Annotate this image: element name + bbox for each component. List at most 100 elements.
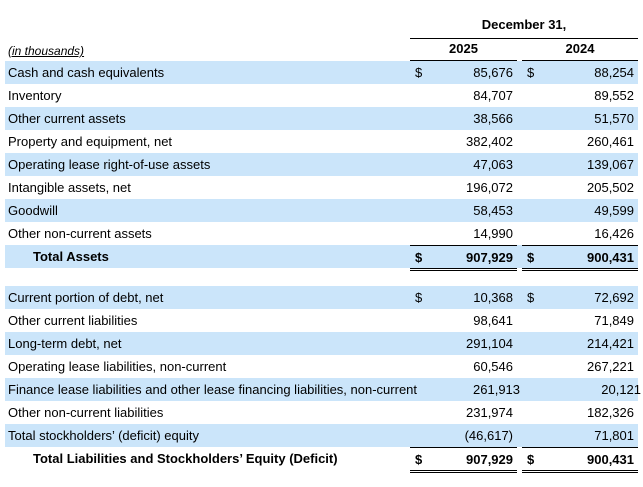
row-value-2024: 49,599: [522, 199, 638, 222]
table-row: Intangible assets, net 196,072 205,502: [5, 176, 638, 199]
row-label: Other non-current assets: [8, 226, 152, 241]
rule-gap: [5, 268, 410, 272]
dollar-sign: $: [415, 451, 423, 467]
value-text: 261,913: [473, 382, 521, 397]
value-text: 89,552: [594, 88, 634, 103]
row-value-2025: (46,617): [410, 424, 517, 447]
value-text: 231,974: [466, 405, 513, 420]
row-value-2025: $907,929: [410, 447, 517, 470]
double-rule-row: [5, 470, 638, 474]
dollar-sign: $: [415, 290, 423, 305]
value-text: 84,707: [473, 88, 513, 103]
value-text: 51,570: [594, 111, 634, 126]
value-text: 907,929: [466, 249, 513, 265]
value-text: 47,063: [473, 157, 513, 172]
row-value-2024: $72,692: [522, 286, 638, 309]
row-value-2025: $85,676: [410, 61, 517, 84]
row-label: Total Liabilities and Stockholders’ Equi…: [33, 451, 338, 466]
table-row: Goodwill 58,453 49,599: [5, 199, 638, 222]
row-label: Goodwill: [8, 203, 58, 218]
row-value-2025: 58,453: [410, 199, 517, 222]
value-text: 267,221: [587, 359, 634, 374]
rule-gap: [5, 470, 410, 474]
dollar-sign: $: [527, 249, 535, 265]
row-label: Finance lease liabilities and other leas…: [8, 382, 418, 397]
table-row: Other non-current liabilities 231,974 182,…: [5, 401, 638, 424]
row-label: Total Assets: [33, 249, 109, 264]
value-text: 10,368: [473, 290, 513, 305]
double-rule: [410, 268, 517, 271]
value-text: 98,641: [473, 313, 513, 328]
row-value-2025: $10,368: [410, 286, 517, 309]
row-value-2025: 38,566: [410, 107, 517, 130]
year-column-2024: 2024: [522, 39, 638, 61]
table-row: Cash and cash equivalents $85,676 $88,254: [5, 61, 638, 84]
table-row: Long-term debt, net 291,104 214,421: [5, 332, 638, 355]
row-value-2024: 51,570: [522, 107, 638, 130]
row-value-2025: 196,072: [410, 176, 517, 199]
value-text: 900,431: [587, 249, 634, 265]
year-column-2025: 2025: [410, 39, 517, 61]
row-value-2025: 14,990: [410, 222, 517, 245]
value-text: 900,431: [587, 451, 634, 467]
value-text: 907,929: [466, 451, 513, 467]
value-text: 291,104: [466, 336, 513, 351]
table-row: Finance lease liabilities and other leas…: [5, 378, 641, 401]
row-label: Current portion of debt, net: [8, 290, 164, 305]
row-label: Cash and cash equivalents: [8, 65, 165, 80]
row-value-2025: 231,974: [410, 401, 517, 424]
row-value-2025: 84,707: [410, 84, 517, 107]
table-header-years-row: (in thousands) 2025 2024: [5, 39, 638, 61]
table-header-date-row: December 31,: [5, 14, 638, 39]
value-text: 60,546: [473, 359, 513, 374]
row-value-2025: 60,546: [410, 355, 517, 378]
value-text: 71,801: [594, 428, 634, 443]
row-value-2025: 47,063: [410, 153, 517, 176]
double-rule-row: [5, 268, 638, 272]
value-text: 196,072: [466, 180, 513, 195]
double-rule: [522, 268, 638, 271]
dollar-sign: $: [527, 65, 535, 80]
row-value-2025: 382,402: [410, 130, 517, 153]
value-text: 205,502: [587, 180, 634, 195]
row-value-2024: 139,067: [522, 153, 638, 176]
date-header: December 31,: [410, 14, 638, 39]
row-label: Other non-current liabilities: [8, 405, 164, 420]
row-value-2024: $900,431: [522, 447, 638, 470]
value-text: 72,692: [594, 290, 634, 305]
spacer-row: [5, 272, 638, 286]
units-label: (in thousands): [8, 44, 85, 58]
dollar-sign: $: [527, 290, 535, 305]
value-text: 260,461: [587, 134, 634, 149]
value-text: 14,990: [473, 226, 513, 241]
dollar-sign: $: [527, 451, 535, 467]
row-label: Operating lease right-of-use assets: [8, 157, 211, 172]
dollar-sign: $: [415, 65, 423, 80]
row-value-2025: 261,913: [417, 378, 524, 401]
row-value-2025: 98,641: [410, 309, 517, 332]
value-text: 16,426: [594, 226, 634, 241]
value-text: 139,067: [587, 157, 634, 172]
row-label: Other current assets: [8, 111, 126, 126]
row-value-2024: 16,426: [522, 222, 638, 245]
row-value-2024: 182,326: [522, 401, 638, 424]
row-label: Long-term debt, net: [8, 336, 122, 351]
row-value-2024: 260,461: [522, 130, 638, 153]
table-row: Total Assets $907,929 $900,431: [5, 245, 638, 268]
value-text: 182,326: [587, 405, 634, 420]
row-label: Operating lease liabilities, non-current: [8, 359, 227, 374]
value-text: 88,254: [594, 65, 634, 80]
row-value-2025: $907,929: [410, 245, 517, 268]
header-spacer: [5, 14, 410, 39]
row-label: Intangible assets, net: [8, 180, 131, 195]
row-value-2024: 205,502: [522, 176, 638, 199]
value-text: 214,421: [587, 336, 634, 351]
value-text: 71,849: [594, 313, 634, 328]
table-row: Total stockholders’ (deficit) equity (46,…: [5, 424, 638, 447]
row-value-2024: 71,801: [522, 424, 638, 447]
row-value-2025: 291,104: [410, 332, 517, 355]
row-label: Other current liabilities: [8, 313, 138, 328]
table-row: Other non-current assets 14,990 16,426: [5, 222, 638, 245]
table-row: Other current assets 38,566 51,570: [5, 107, 638, 130]
value-text: 382,402: [466, 134, 513, 149]
